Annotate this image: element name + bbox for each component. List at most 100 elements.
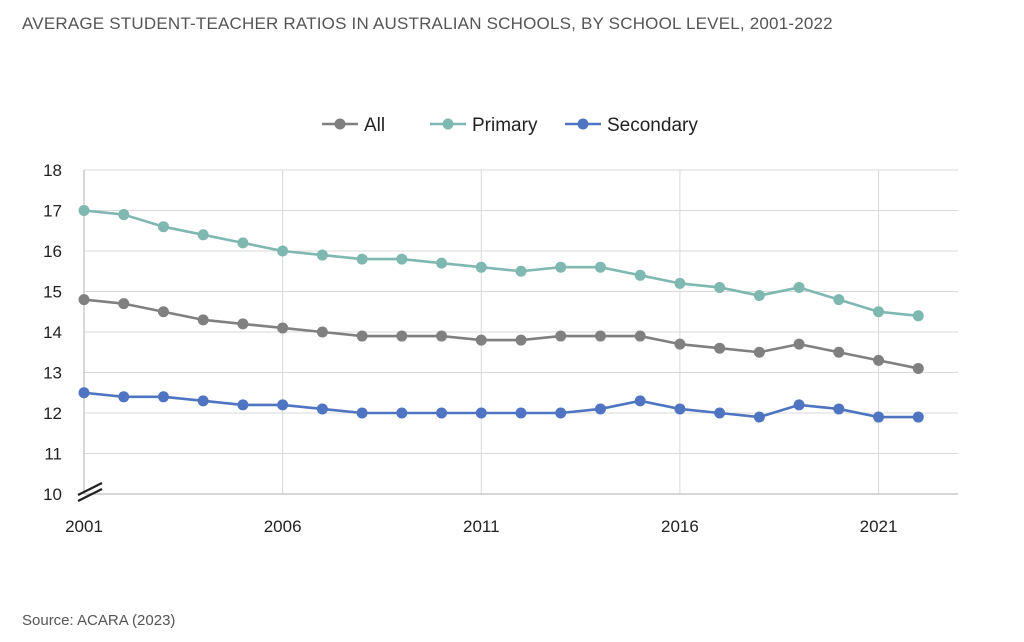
data-point-secondary	[316, 403, 328, 415]
series-primary	[78, 205, 924, 322]
data-point-primary	[436, 257, 448, 269]
legend-marker	[334, 118, 346, 130]
data-point-secondary	[475, 407, 487, 419]
grid-layer	[84, 169, 958, 494]
data-point-secondary	[555, 407, 567, 419]
data-point-primary	[793, 281, 805, 293]
data-point-secondary	[277, 399, 289, 411]
data-point-secondary	[753, 411, 765, 423]
data-point-all	[78, 294, 90, 306]
data-point-all	[833, 346, 845, 358]
data-point-secondary	[674, 403, 686, 415]
data-point-primary	[515, 265, 527, 277]
data-point-all	[634, 330, 646, 342]
data-point-primary	[753, 290, 765, 302]
legend-marker	[442, 118, 454, 130]
data-point-all	[356, 330, 368, 342]
x-tick-label: 2001	[65, 517, 103, 536]
data-point-all	[793, 338, 805, 350]
series-line-all	[83, 298, 919, 370]
y-tick-label: 18	[43, 161, 62, 180]
legend: All Primary Secondary	[322, 115, 698, 136]
data-point-secondary	[912, 411, 924, 423]
data-point-secondary	[118, 391, 130, 403]
series-secondary	[78, 387, 924, 423]
y-tick-label: 14	[43, 323, 62, 342]
chart-title: AVERAGE STUDENT-TEACHER RATIOS IN AUSTRA…	[22, 14, 833, 33]
data-point-all	[118, 298, 130, 310]
data-point-all	[753, 346, 765, 358]
line-chart: 10 11 12 13 14 15 16 17 18 2001 2006 2011 2016 2021 A…	[43, 115, 958, 536]
data-point-all	[396, 330, 408, 342]
data-point-all	[674, 338, 686, 350]
x-tick-label: 2011	[463, 517, 500, 536]
x-tick-label: 2021	[860, 517, 898, 536]
data-point-secondary	[197, 395, 209, 407]
data-point-primary	[78, 205, 90, 216]
data-point-all	[277, 322, 289, 334]
data-point-secondary	[833, 403, 845, 415]
data-point-secondary	[634, 395, 646, 407]
legend-item-secondary: Secondary	[565, 115, 698, 136]
legend-label: All	[364, 115, 385, 136]
data-point-secondary	[396, 407, 408, 419]
data-point-primary	[674, 277, 686, 289]
data-point-all	[237, 318, 249, 330]
axis-break-mark	[77, 488, 103, 502]
data-point-all	[316, 326, 328, 338]
y-tick-label: 11	[44, 445, 62, 464]
series-all	[78, 294, 924, 374]
data-point-secondary	[714, 407, 726, 419]
legend-marker	[577, 118, 589, 130]
data-point-all	[555, 330, 567, 342]
data-point-primary	[118, 209, 130, 221]
data-point-all	[436, 330, 448, 342]
data-point-all	[197, 314, 209, 326]
data-point-secondary	[436, 407, 448, 419]
data-point-primary	[396, 253, 408, 265]
data-point-secondary	[793, 399, 805, 411]
y-tick-label: 13	[43, 364, 62, 383]
source-note: Source: ACARA (2023)	[22, 612, 176, 629]
y-tick-label: 12	[43, 404, 62, 423]
data-point-primary	[873, 306, 885, 318]
legend-label: Primary	[472, 115, 538, 136]
series-line-secondary	[83, 391, 919, 419]
data-point-all	[515, 334, 527, 346]
data-point-all	[873, 354, 885, 366]
data-point-secondary	[78, 387, 90, 399]
data-point-primary	[475, 261, 487, 273]
data-point-secondary	[515, 407, 527, 419]
data-point-secondary	[157, 391, 169, 403]
y-tick-label: 10	[43, 485, 62, 504]
series-line-primary	[83, 209, 919, 318]
data-point-secondary	[356, 407, 368, 419]
y-tick-label: 17	[43, 202, 62, 221]
data-point-primary	[555, 261, 567, 273]
y-tick-label: 15	[43, 283, 62, 302]
data-point-secondary	[873, 411, 885, 423]
data-point-primary	[912, 310, 924, 322]
data-point-primary	[833, 294, 845, 306]
x-tick-label: 2016	[661, 517, 699, 536]
y-tick-label: 16	[43, 242, 62, 261]
data-point-primary	[316, 249, 328, 261]
data-point-primary	[237, 237, 249, 249]
data-point-primary	[714, 281, 726, 293]
data-point-secondary	[237, 399, 249, 411]
data-point-primary	[594, 261, 606, 273]
data-point-all	[475, 334, 487, 346]
series-layer	[78, 205, 924, 423]
data-point-primary	[277, 245, 289, 257]
legend-item-primary: Primary	[430, 115, 538, 136]
data-point-primary	[197, 229, 209, 241]
data-point-primary	[157, 221, 169, 233]
axis-layer: 10 11 12 13 14 15 16 17 18 2001 2006 2011 2016 2021	[43, 161, 958, 536]
data-point-all	[594, 330, 606, 342]
data-point-all	[714, 342, 726, 354]
data-point-all	[157, 306, 169, 318]
legend-item-all: All	[322, 115, 385, 136]
data-point-primary	[356, 253, 368, 265]
data-point-secondary	[594, 403, 606, 415]
legend-label: Secondary	[607, 115, 698, 136]
